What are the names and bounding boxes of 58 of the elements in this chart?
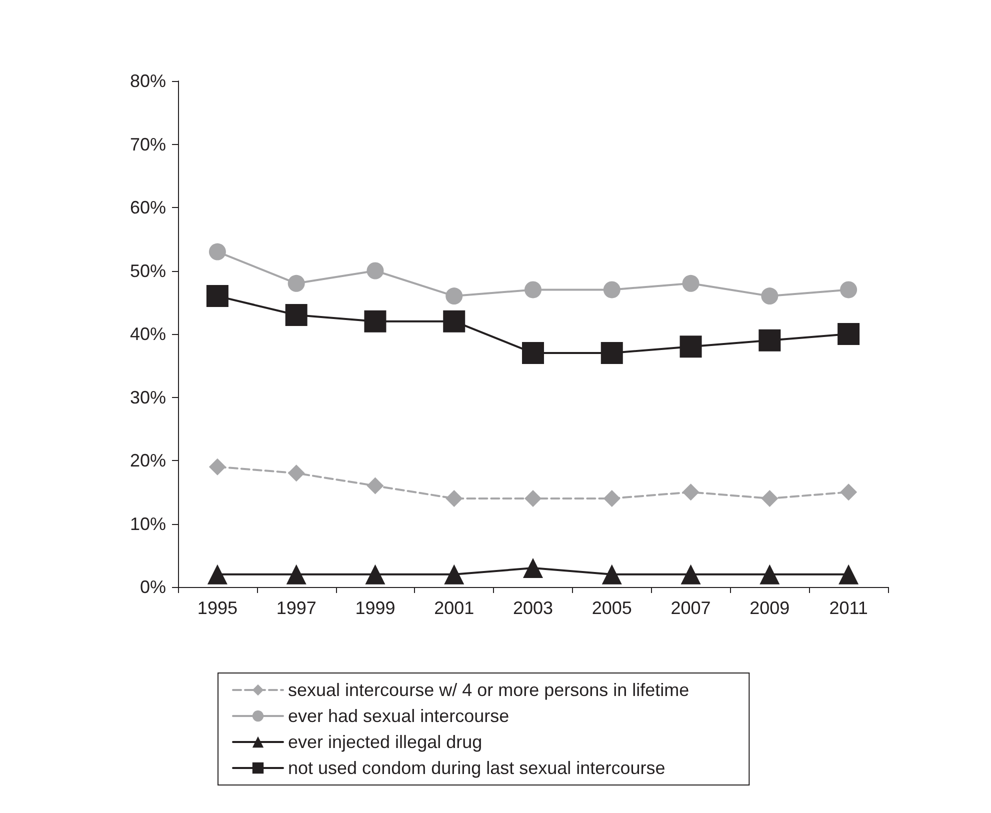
point (444, 564, 464, 584)
point (680, 336, 702, 358)
point (524, 490, 542, 507)
point (682, 274, 700, 292)
y-tick-label: 60% (130, 198, 166, 218)
y-tick-label: 0% (140, 577, 166, 597)
point (208, 243, 226, 260)
legend-label: ever injected illegal drug (288, 732, 482, 752)
y-tick-label: 20% (130, 450, 166, 470)
y-tick-label: 80% (130, 71, 166, 91)
point (208, 458, 226, 476)
point (758, 329, 781, 352)
point (840, 281, 858, 298)
point (365, 564, 386, 584)
legend-label: not used condom during last sexual intercourse (288, 758, 666, 778)
x-tick-label: 1997 (276, 598, 316, 618)
point (761, 490, 778, 507)
x-tick-label: 1999 (355, 598, 396, 618)
point (446, 490, 463, 507)
y-tick-label: 50% (130, 260, 166, 281)
point (602, 564, 622, 584)
y-tick-label: 30% (130, 387, 166, 408)
point (524, 281, 542, 298)
x-tick-label: 2009 (750, 598, 790, 618)
point (522, 342, 544, 364)
point (838, 323, 860, 345)
x-tick-label: 2011 (829, 598, 868, 618)
point (761, 288, 778, 305)
point (600, 342, 623, 364)
y-tick-label: 70% (130, 134, 166, 154)
point (838, 564, 859, 584)
x-tick-label: 2001 (434, 598, 474, 618)
point (366, 477, 384, 494)
point (603, 490, 620, 507)
legend-label: sexual intercourse w/ 4 or more persons in lifetime (288, 680, 690, 700)
point (446, 288, 463, 305)
legend-label: ever had sexual intercourse (288, 706, 510, 726)
y-tick-label: 10% (130, 514, 166, 534)
point (285, 304, 308, 326)
point (443, 310, 466, 332)
y-tick-label: 40% (130, 324, 166, 344)
point (603, 281, 620, 298)
x-tick-label: 2007 (670, 598, 711, 618)
point (682, 484, 700, 501)
x-tick-label: 1995 (197, 598, 238, 618)
point (364, 310, 386, 332)
point (206, 285, 228, 308)
point (286, 564, 306, 584)
point (207, 564, 228, 584)
point (288, 464, 305, 482)
point (680, 564, 701, 584)
point (840, 484, 858, 501)
point (760, 564, 780, 584)
x-tick-label: 2005 (592, 598, 632, 618)
x-tick-label: 2003 (512, 598, 554, 618)
point (288, 274, 305, 292)
point (366, 262, 384, 280)
point (523, 558, 543, 578)
